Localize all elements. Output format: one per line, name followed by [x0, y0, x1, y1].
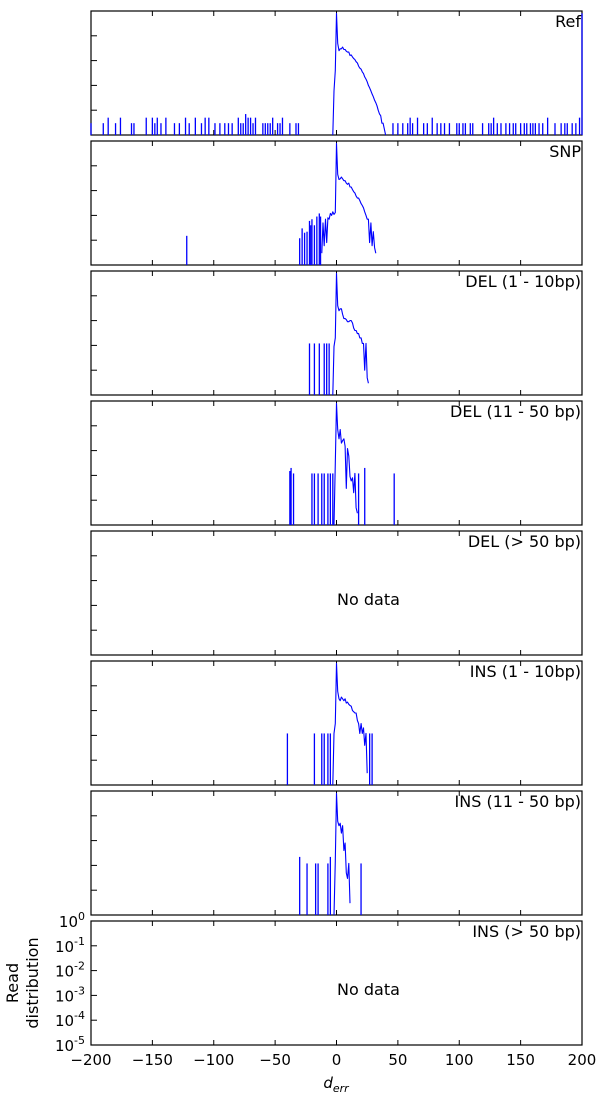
series-line — [333, 402, 358, 526]
series-line — [332, 662, 368, 786]
x-axis-title-subscript: err — [333, 1082, 350, 1095]
y-tick-exponent: -1 — [74, 935, 85, 948]
panel: SNP — [90, 140, 583, 266]
panel-label: SNP — [549, 142, 581, 161]
panel: No data DEL (> 50 bp) — [90, 530, 583, 656]
panel-label: DEL (11 - 50 bp) — [450, 402, 581, 421]
y-axis-title-line2: distribution — [23, 937, 42, 1028]
y-tick-exponent: 0 — [78, 910, 85, 923]
panel-label: Ref — [555, 12, 581, 31]
x-tick-label: −50 — [259, 1051, 291, 1069]
x-tick-label: 100 — [445, 1051, 474, 1069]
x-tick-label: 200 — [568, 1051, 597, 1069]
y-axis-title-line1: Read — [3, 963, 22, 1003]
panel-label: INS (1 - 10bp) — [470, 662, 581, 681]
x-tick-label: −150 — [132, 1051, 173, 1069]
y-tick-label: 10-4 — [55, 1009, 85, 1030]
panel-label: DEL (> 50 bp) — [468, 532, 581, 551]
no-data-label: No data — [337, 590, 400, 609]
x-axis-layer: −200 −150 −100 −50 0 50 100 150 200 — [70, 1051, 596, 1069]
panel-label: DEL (1 - 10bp) — [465, 272, 581, 291]
panel: DEL (1 - 10bp) — [90, 270, 583, 396]
y-tick-exponent: -3 — [74, 984, 85, 997]
panel-label: INS (11 - 50 bp) — [455, 792, 581, 811]
no-data-label: No data — [337, 980, 400, 999]
x-tick-label: 50 — [388, 1051, 407, 1069]
y-tick-label: 100 — [59, 910, 85, 931]
panel: DEL (11 - 50 bp) — [90, 400, 583, 526]
panel: INS (1 - 10bp) — [90, 660, 583, 786]
series-line — [332, 12, 387, 136]
y-tick-exponent: -5 — [74, 1034, 85, 1047]
panel: No data INS (> 50 bp) — [90, 920, 583, 1046]
series-line — [332, 272, 369, 396]
y-tick-exponent: -4 — [74, 1009, 85, 1022]
panel-label: INS (> 50 bp) — [472, 922, 581, 941]
panels-layer: Ref SNP DEL (1 - 10bp) DEL (11 - 50 bp) No d… — [90, 10, 583, 1046]
series-line — [321, 142, 377, 254]
x-axis-title: derr — [323, 1074, 350, 1095]
series-line — [333, 792, 351, 916]
panel: Ref — [90, 10, 583, 136]
x-tick-label: 0 — [332, 1051, 342, 1069]
y-tick-label: 10-1 — [55, 935, 85, 956]
x-tick-label: −100 — [193, 1051, 234, 1069]
panel: INS (11 - 50 bp) — [90, 790, 583, 916]
x-tick-label: −200 — [70, 1051, 111, 1069]
y-tick-label: 10-3 — [55, 984, 85, 1005]
x-tick-label: 150 — [506, 1051, 535, 1069]
y-tick-label: 10-2 — [55, 960, 85, 981]
y-tick-exponent: -2 — [74, 960, 85, 973]
